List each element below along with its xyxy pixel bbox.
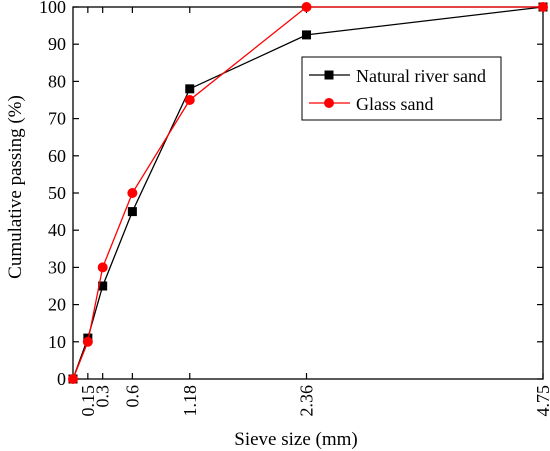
legend-box — [301, 56, 502, 121]
y-tick-label: 0 — [57, 369, 66, 389]
series-layer — [68, 2, 548, 384]
y-tick-label: 40 — [48, 220, 66, 240]
data-point-square — [185, 84, 195, 94]
x-tick-label: 4.75 — [533, 385, 550, 417]
data-point-circle — [184, 95, 195, 105]
y-tick-label: 20 — [48, 295, 66, 315]
x-tick-label: 0.6 — [122, 385, 142, 408]
data-point-circle — [127, 188, 138, 198]
data-point-square — [302, 30, 312, 40]
y-tick-label: 80 — [48, 71, 66, 91]
y-tick-label: 50 — [48, 183, 66, 203]
x-tick-label: 1.18 — [180, 385, 200, 417]
data-point-square — [98, 281, 108, 291]
legend-label-natural: Natural river sand — [356, 66, 486, 86]
data-point-square — [127, 207, 137, 217]
data-point-circle — [97, 262, 108, 273]
y-tick-label: 60 — [48, 146, 66, 166]
y-tick-label: 100 — [39, 0, 66, 17]
x-tick-label: 0.15 — [78, 385, 98, 417]
y-axis: 0 10 20 30 40 50 60 70 80 90 100 — [39, 0, 543, 389]
y-tick-label: 70 — [48, 109, 66, 129]
x-tick-label: 0.3 — [93, 385, 113, 408]
data-point-circle — [82, 336, 93, 347]
y-tick-label: 90 — [48, 34, 66, 54]
legend-label-glass: Glass sand — [356, 94, 434, 114]
legend-marker-glass — [324, 98, 334, 108]
data-point-circle — [68, 374, 78, 384]
legend: Natural river sand Glass sand — [301, 56, 502, 121]
x-axis-title: Sieve size (mm) — [234, 429, 357, 450]
data-point-circle — [538, 2, 548, 12]
legend-marker-natural — [324, 70, 334, 80]
x-tick-label: 2.36 — [297, 385, 317, 417]
y-tick-label: 10 — [48, 332, 66, 352]
y-tick-label: 30 — [48, 257, 66, 277]
data-point-circle — [301, 2, 312, 12]
y-axis-title: Cumulative passing (%) — [5, 95, 26, 279]
x-axis: 0.150.3 0.6 1.18 2.36 4.75 — [78, 7, 550, 417]
